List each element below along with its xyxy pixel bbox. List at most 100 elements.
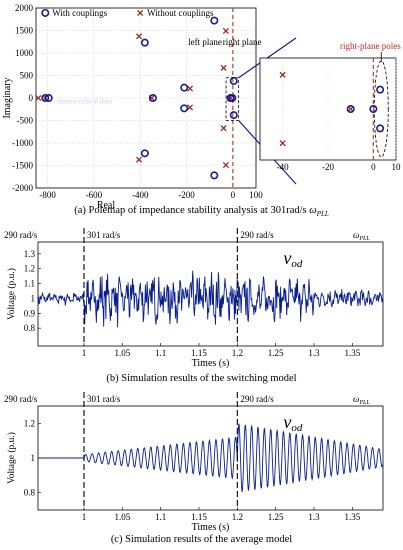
y-tick-label: 1.1 (24, 279, 35, 289)
vod-label: vod (283, 412, 303, 434)
y-tick-label: 1500 (15, 26, 34, 36)
cross-stroke (186, 104, 194, 111)
pole-without-couplings (35, 94, 42, 102)
x-axis-label: Times (s) (192, 358, 230, 369)
pole-with-couplings (229, 76, 238, 85)
vod-label: vod (283, 248, 303, 270)
pole-without-couplings (220, 125, 227, 132)
y-tick-label: 1 (31, 293, 36, 303)
y-tick-label: 500 (20, 71, 34, 81)
y-tick-label: 1000 (15, 48, 34, 58)
x-tick-label: 1 (82, 348, 87, 358)
pole-without-couplings (135, 33, 143, 40)
polemap-inset: -40 -20 0 10 right-plane poles (259, 41, 402, 172)
cross-stroke (135, 33, 143, 40)
pole-with-couplings (140, 38, 149, 47)
x-tick-label: 1.15 (191, 348, 207, 358)
left-plane-label: left plane (188, 37, 222, 47)
cross-stroke (279, 140, 286, 147)
inset-pole-with (376, 124, 385, 133)
pole-without-couplings (186, 104, 194, 111)
y-tick-label: 0.9 (24, 308, 36, 318)
cross-stroke (220, 125, 227, 132)
pole-with-couplings (210, 171, 219, 180)
y-tick-label: 0.8 (24, 488, 36, 498)
y-tick-label: 0.8 (24, 323, 36, 333)
right-plane-ellipse (373, 60, 389, 158)
x-tick-label: 0 (231, 190, 236, 200)
inset-pole-with (346, 105, 355, 114)
x-tick-label: -400 (132, 190, 149, 200)
inset-pole-without (279, 140, 286, 147)
x-tick-label: -800 (39, 190, 56, 200)
pole-with-couplings (140, 149, 149, 158)
x-tick-label: -600 (86, 190, 103, 200)
x-tick-label: 1.1 (155, 348, 166, 358)
x-tick-label: 1.3 (308, 512, 320, 522)
cross-stroke (137, 9, 144, 17)
cross-stroke (222, 161, 229, 169)
omega-label-290-before: 290 rad/s (4, 394, 38, 404)
pole-without-couplings (222, 161, 229, 169)
right-plane-label: right plane (223, 37, 262, 47)
legend-label-without: Without couplings (147, 8, 214, 18)
inset-x-tick-label: 10 (392, 162, 402, 172)
pole-with-couplings (228, 94, 237, 103)
inset-pole-without (279, 71, 286, 78)
faint-annotation: system-critical dom (57, 97, 113, 105)
cross-stroke (222, 27, 229, 35)
pole-with-couplings (180, 104, 189, 113)
caption-c: (c) Simulation results of the average mo… (110, 534, 293, 545)
pole-with-couplings (229, 111, 238, 120)
switching-model-plot: 1 1.05 1.1 1.15 1.2 1.25 1.3 1.35 0.8 0.9 1 1.1 1.2 1… (4, 228, 384, 369)
y-tick-label: -500 (17, 116, 34, 126)
y-tick-label: -1000 (12, 138, 33, 148)
omega-label-290-after: 290 rad/s (240, 230, 274, 240)
pole-with-couplings (148, 94, 157, 103)
pole-without-couplings (220, 64, 227, 71)
legend-marker-without (137, 9, 144, 17)
cross-stroke (135, 156, 143, 163)
inset-pole-with (369, 105, 378, 114)
omega-label-290-after: 290 rad/s (240, 394, 274, 404)
x-tick-label: 1.05 (114, 348, 130, 358)
y-axis-label: Voltage (p.u.) (6, 268, 17, 320)
x-tick-label: 1 (82, 512, 87, 522)
y-tick-label: 1.3 (24, 249, 36, 259)
voltage-waveform (38, 423, 384, 493)
y-tick-label: 0 (29, 93, 34, 103)
y-tick-label: 2000 (15, 3, 34, 13)
y-tick-label: -2000 (12, 183, 33, 193)
caption-a: (a) Polemap of impedance stability analy… (74, 205, 329, 219)
cross-stroke (186, 85, 194, 92)
x-tick-label: 1.25 (268, 348, 284, 358)
legend-label-with: With couplings (52, 8, 107, 18)
y-axis-label: Imaginary (2, 77, 13, 118)
inset-x-tick-label: -20 (322, 162, 334, 172)
omega-pll-label: ωPLL (353, 230, 370, 242)
x-axis-label: Times (s) (192, 522, 230, 533)
x-tick-label: 1.35 (344, 512, 360, 522)
inset-pole-with (376, 85, 385, 94)
omega-pll-label: ωPLL (353, 394, 370, 406)
pole-with-couplings (180, 83, 189, 92)
x-tick-label: 1.1 (155, 512, 166, 522)
x-axis-label: Real (97, 200, 116, 211)
voltage-waveform (37, 270, 384, 328)
x-tick-label: 1.05 (114, 512, 130, 522)
cross-stroke (35, 94, 42, 102)
cross-stroke (347, 105, 354, 113)
x-tick-label: 1.3 (308, 348, 320, 358)
pole-without-couplings (222, 27, 229, 35)
inset-pole-without (347, 105, 354, 113)
caption-b: (b) Simulation results of the switching … (106, 373, 297, 384)
y-tick-label: -1500 (12, 161, 33, 171)
omega-label-301: 301 rad/s (87, 230, 121, 240)
pole-without-couplings (186, 85, 194, 92)
cross-stroke (220, 64, 227, 71)
pole-without-couplings (135, 156, 143, 163)
y-tick-label: 1.2 (24, 264, 35, 274)
y-tick-label: 1 (31, 453, 36, 463)
plot-frame (37, 241, 384, 347)
